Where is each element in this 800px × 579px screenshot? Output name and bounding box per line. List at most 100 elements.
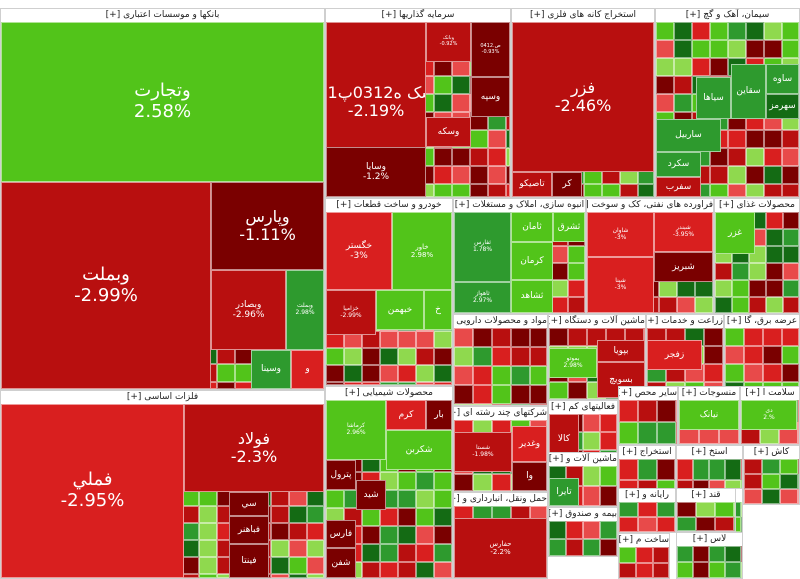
stock-tile[interactable]: وبصادر -2.96% bbox=[211, 270, 286, 350]
sector-title[interactable]: سایر محص [+] bbox=[619, 387, 677, 400]
stock-tile[interactable] bbox=[549, 539, 566, 556]
stock-tile[interactable] bbox=[782, 166, 799, 184]
stock-tile[interactable] bbox=[326, 365, 344, 382]
stock-tile[interactable] bbox=[674, 58, 692, 76]
stock-tile[interactable] bbox=[798, 474, 799, 489]
sector-box[interactable]: شرکتهای چند رشته ای [+] وغدیر شستا-1.98% وا bbox=[453, 406, 548, 492]
stock-tile[interactable] bbox=[677, 280, 695, 297]
stock-tile[interactable] bbox=[549, 328, 568, 346]
stock-tile[interactable] bbox=[307, 523, 324, 540]
stock-tile[interactable] bbox=[715, 280, 732, 297]
stock-tile[interactable]: خگستر -3% bbox=[326, 212, 392, 290]
stock-tile[interactable] bbox=[676, 422, 677, 444]
sector-box[interactable]: قند [+] bbox=[676, 488, 736, 532]
expand-sector-icon[interactable]: [+] bbox=[105, 10, 121, 20]
stock-tile[interactable] bbox=[763, 328, 782, 346]
stock-tile[interactable] bbox=[638, 400, 657, 422]
stock-tile[interactable] bbox=[344, 348, 362, 365]
stock-tile[interactable] bbox=[741, 459, 742, 480]
sector-box[interactable]: محصولات شیمیایی [+] کرماشا 2.96% شکربن پترول… bbox=[325, 386, 453, 579]
sector-title[interactable]: فراورده های نفتی، کک و سوخت [+] bbox=[587, 199, 713, 212]
stock-tile[interactable] bbox=[695, 280, 713, 297]
stock-tile[interactable] bbox=[725, 346, 744, 364]
stock-tile[interactable]: وپارس -1.11% bbox=[211, 182, 324, 270]
stock-tile[interactable] bbox=[362, 544, 380, 562]
sector-box[interactable]: حمل ونقل، انبارداری و [+] حفارس-2.2% bbox=[453, 492, 548, 579]
stock-tile[interactable] bbox=[619, 459, 638, 480]
expand-sector-icon[interactable]: [+] bbox=[622, 447, 637, 457]
stock-tile[interactable] bbox=[470, 184, 488, 197]
stock-tile[interactable] bbox=[434, 382, 452, 385]
stock-tile[interactable] bbox=[741, 562, 742, 578]
stock-tile[interactable] bbox=[566, 521, 583, 539]
stock-tile[interactable]: وبملت -2.99% bbox=[1, 182, 211, 389]
stock-tile[interactable] bbox=[782, 22, 799, 40]
stock-tile[interactable]: خاور 2.98% bbox=[392, 212, 452, 290]
stock-tile[interactable] bbox=[473, 474, 492, 491]
sector-title[interactable]: سرمایه گذاریها [+] bbox=[326, 9, 510, 22]
stock-tile[interactable] bbox=[307, 574, 324, 578]
stock-tile[interactable] bbox=[704, 346, 723, 364]
expand-sector-icon[interactable]: [+] bbox=[619, 535, 634, 545]
stock-tile[interactable] bbox=[530, 347, 547, 366]
stock-tile[interactable] bbox=[454, 347, 473, 366]
stock-tile[interactable] bbox=[492, 474, 511, 491]
stock-tile[interactable] bbox=[656, 40, 674, 58]
stock-tile[interactable] bbox=[416, 562, 434, 578]
stock-tile[interactable] bbox=[271, 557, 289, 574]
stock-tile[interactable] bbox=[398, 490, 416, 508]
stock-tile[interactable]: وغدیر bbox=[512, 426, 547, 462]
stock-tile[interactable] bbox=[677, 517, 696, 531]
stock-tile[interactable]: سهرمز bbox=[766, 94, 799, 119]
stock-tile[interactable] bbox=[506, 166, 510, 184]
expand-sector-icon[interactable]: [+] bbox=[550, 402, 566, 412]
stock-tile[interactable]: ثامان bbox=[511, 212, 553, 242]
stock-tile[interactable] bbox=[492, 328, 511, 347]
stock-tile[interactable]: ثشرق bbox=[553, 212, 585, 242]
sector-title[interactable]: استخراج [+] bbox=[619, 446, 675, 459]
stock-tile[interactable] bbox=[470, 148, 488, 166]
stock-tile[interactable]: غزر bbox=[715, 212, 755, 254]
stock-tile[interactable]: وبملت 2.98% bbox=[286, 270, 324, 350]
stock-tile[interactable] bbox=[568, 382, 587, 399]
sector-title[interactable]: زراعت و خدمات [+] bbox=[647, 315, 723, 328]
sector-title[interactable]: مواد و محصولات دارویی [+] bbox=[454, 315, 547, 328]
stock-tile[interactable] bbox=[732, 297, 749, 313]
stock-tile[interactable]: کرم bbox=[386, 400, 426, 430]
stock-tile[interactable] bbox=[783, 229, 799, 246]
stock-tile[interactable]: فزر -2.46% bbox=[512, 22, 654, 172]
stock-tile[interactable] bbox=[511, 385, 530, 404]
stock-tile[interactable] bbox=[511, 347, 530, 366]
sector-box[interactable]: ساخت م [+] bbox=[618, 533, 670, 579]
stock-tile[interactable] bbox=[782, 40, 799, 58]
sector-title[interactable]: فعالیتهای کم [+] bbox=[549, 401, 617, 414]
stock-tile[interactable]: شکربن bbox=[386, 430, 452, 470]
stock-tile[interactable] bbox=[398, 331, 416, 348]
sector-box[interactable]: خودرو و ساخت قطعات [+] خگستر -3% خاور 2.98% خ… bbox=[325, 198, 453, 386]
expand-sector-icon[interactable]: [+] bbox=[454, 200, 470, 210]
stock-tile[interactable] bbox=[783, 212, 799, 229]
sector-box[interactable]: سیمان، آهک و گچ [+] سیاها سقاین ساوه سهرمز سا… bbox=[655, 8, 800, 198]
stock-tile[interactable] bbox=[728, 184, 746, 197]
stock-tile[interactable] bbox=[764, 148, 782, 166]
stock-tile[interactable]: شبریز bbox=[654, 252, 713, 282]
stock-tile[interactable] bbox=[725, 328, 744, 346]
stock-tile[interactable]: سفرب bbox=[656, 177, 701, 197]
stock-tile[interactable] bbox=[656, 22, 674, 40]
stock-tile[interactable]: حفارس -2.2% bbox=[454, 518, 547, 578]
stock-tile[interactable] bbox=[568, 246, 585, 263]
stock-tile[interactable]: شستا -1.98% bbox=[454, 432, 512, 472]
stock-tile[interactable] bbox=[362, 348, 380, 365]
stock-tile[interactable] bbox=[693, 459, 709, 480]
stock-tile[interactable] bbox=[715, 502, 734, 517]
stock-tile[interactable] bbox=[217, 364, 235, 382]
stock-tile[interactable] bbox=[217, 382, 235, 389]
stock-tile[interactable] bbox=[693, 546, 709, 562]
stock-tile[interactable] bbox=[473, 328, 492, 347]
stock-tile[interactable] bbox=[434, 76, 452, 94]
stock-tile[interactable] bbox=[732, 263, 749, 280]
expand-sector-icon[interactable]: [+] bbox=[624, 490, 640, 500]
stock-tile[interactable] bbox=[746, 166, 764, 184]
stock-tile[interactable] bbox=[452, 184, 470, 197]
stock-tile[interactable] bbox=[434, 544, 452, 562]
